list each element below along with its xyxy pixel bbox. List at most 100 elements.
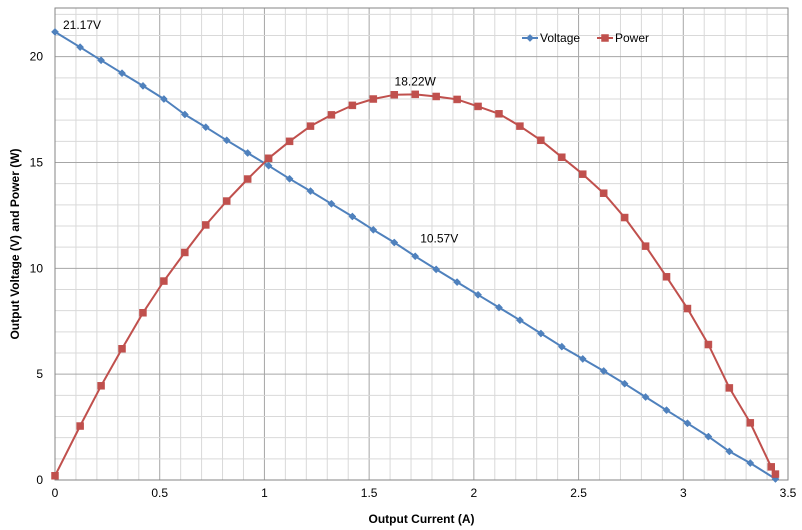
annotations: 21.17V 18.22W 10.57V bbox=[63, 18, 458, 245]
data-point-voltage bbox=[264, 161, 273, 170]
y-tick-label: 0 bbox=[36, 473, 43, 487]
data-point-voltage bbox=[118, 69, 126, 78]
data-point-voltage bbox=[704, 432, 713, 441]
data-point-power bbox=[474, 102, 482, 111]
legend-label-voltage: Voltage bbox=[540, 31, 580, 45]
data-point-power bbox=[76, 422, 84, 430]
data-point-voltage bbox=[180, 110, 189, 119]
data-point-voltage bbox=[76, 43, 85, 52]
legend-item-power: Power bbox=[597, 31, 649, 45]
data-point-power bbox=[348, 101, 357, 110]
legend: Voltage Power bbox=[522, 31, 649, 45]
data-point-power bbox=[222, 197, 231, 205]
x-tick-label: 2 bbox=[471, 486, 478, 500]
data-point-voltage bbox=[662, 406, 671, 415]
x-axis-title: Output Current (A) bbox=[369, 512, 475, 526]
data-point-voltage bbox=[348, 212, 357, 221]
legend-item-voltage: Voltage bbox=[522, 31, 580, 45]
data-point-power bbox=[579, 170, 587, 178]
grid bbox=[55, 8, 788, 480]
x-tick-label: 2.5 bbox=[570, 486, 587, 500]
data-point-power bbox=[118, 345, 126, 353]
data-point-voltage bbox=[536, 329, 545, 338]
data-point-voltage bbox=[620, 379, 629, 388]
data-point-power bbox=[432, 92, 440, 101]
data-point-power bbox=[453, 95, 461, 104]
data-point-power bbox=[285, 137, 294, 146]
data-point-power bbox=[704, 340, 713, 349]
data-point-power bbox=[369, 95, 378, 103]
data-point-voltage bbox=[411, 252, 420, 261]
data-point-voltage bbox=[725, 447, 734, 456]
data-point-power bbox=[243, 175, 252, 183]
data-point-voltage bbox=[306, 187, 315, 196]
data-point-voltage bbox=[599, 367, 608, 375]
data-point-voltage bbox=[327, 199, 336, 208]
y-axis-title: Output Voltage (V) and Power (W) bbox=[8, 148, 22, 339]
data-point-voltage bbox=[243, 149, 252, 157]
data-point-power bbox=[51, 472, 59, 480]
x-tick-label: 3 bbox=[680, 486, 687, 500]
x-tick-label: 1.5 bbox=[361, 486, 378, 500]
data-point-power bbox=[620, 213, 629, 222]
data-point-power bbox=[495, 110, 503, 118]
x-tick-label: 1 bbox=[261, 486, 268, 500]
data-point-voltage bbox=[201, 123, 210, 132]
data-point-power bbox=[767, 463, 775, 471]
data-point-voltage bbox=[495, 303, 503, 312]
series-power bbox=[51, 90, 780, 480]
data-point-power bbox=[641, 242, 650, 250]
data-point-voltage bbox=[515, 316, 524, 325]
data-point-voltage bbox=[578, 354, 587, 363]
x-tick-label: 0 bbox=[52, 486, 59, 500]
data-point-voltage bbox=[97, 56, 106, 65]
x-tick-label: 3.5 bbox=[780, 486, 797, 500]
legend-marker-voltage bbox=[526, 34, 534, 42]
data-point-voltage bbox=[641, 393, 650, 401]
y-tick-label: 20 bbox=[30, 50, 44, 64]
data-point-power bbox=[746, 419, 755, 427]
data-point-power bbox=[662, 273, 671, 281]
data-point-voltage bbox=[432, 265, 441, 274]
data-point-power bbox=[771, 470, 780, 478]
series-line-power bbox=[54, 93, 777, 477]
data-point-power bbox=[264, 154, 273, 163]
data-point-voltage bbox=[369, 225, 378, 234]
data-point-power bbox=[683, 304, 692, 313]
data-point-voltage bbox=[557, 342, 566, 351]
data-point-power bbox=[97, 382, 105, 390]
data-point-power bbox=[411, 90, 419, 99]
data-point-power bbox=[202, 221, 210, 229]
data-annotation: 21.17V bbox=[63, 18, 101, 32]
y-tick-label: 5 bbox=[36, 367, 43, 381]
data-point-power bbox=[139, 309, 147, 317]
y-tick-label: 10 bbox=[30, 261, 44, 275]
data-point-power bbox=[537, 136, 545, 145]
x-axis-ticks: 0 0.5 1 1.5 2 2.5 3 3.5 bbox=[52, 486, 797, 500]
data-point-voltage bbox=[222, 136, 231, 145]
data-point-voltage bbox=[746, 459, 755, 468]
legend-label-power: Power bbox=[615, 31, 649, 45]
data-point-voltage bbox=[139, 81, 147, 90]
data-point-power bbox=[181, 248, 189, 257]
data-annotation: 10.57V bbox=[420, 231, 458, 245]
data-point-power bbox=[306, 122, 315, 130]
data-point-power bbox=[725, 384, 734, 392]
y-axis-ticks: 0 5 10 15 20 bbox=[30, 50, 44, 487]
data-point-voltage bbox=[285, 174, 294, 183]
data-point-voltage bbox=[159, 95, 168, 103]
y-tick-label: 15 bbox=[30, 156, 44, 170]
series-layer bbox=[51, 27, 780, 483]
data-point-power bbox=[516, 122, 524, 130]
data-point-voltage bbox=[683, 419, 692, 428]
data-point-power bbox=[390, 91, 399, 99]
data-point-power bbox=[558, 153, 566, 161]
data-point-voltage bbox=[390, 238, 399, 247]
data-point-voltage bbox=[453, 278, 462, 287]
data-point-voltage bbox=[474, 290, 482, 299]
x-tick-label: 0.5 bbox=[151, 486, 168, 500]
data-point-voltage bbox=[51, 27, 59, 36]
legend-marker-power bbox=[601, 34, 609, 42]
data-point-power bbox=[327, 111, 336, 119]
